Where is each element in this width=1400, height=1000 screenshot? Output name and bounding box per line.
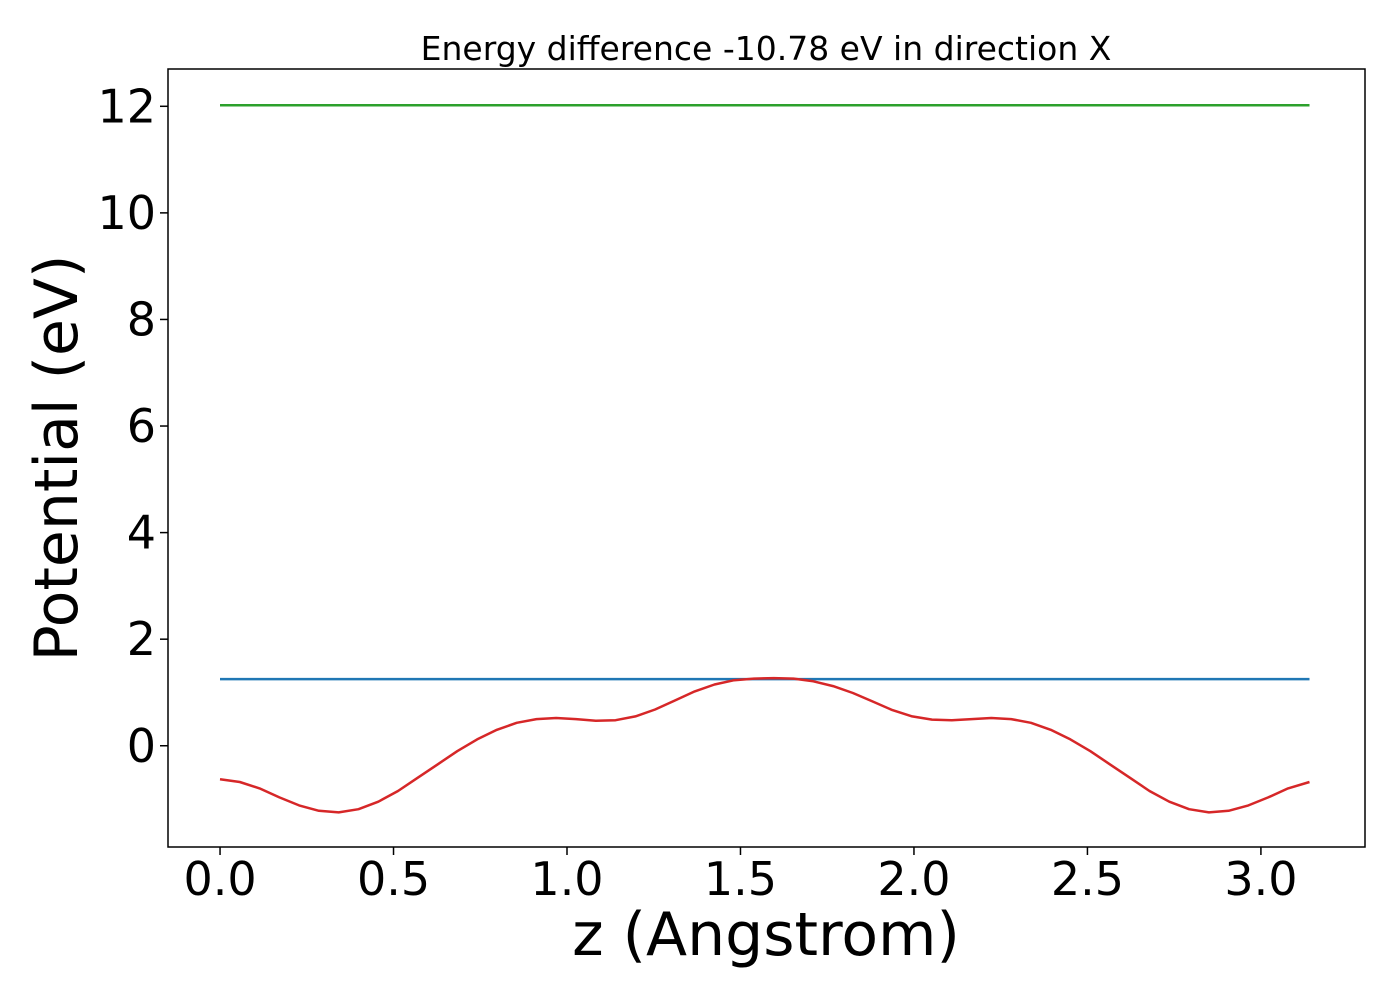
y-axis-label: Potential (eV) (22, 255, 92, 662)
y-tick-label: 0 (127, 719, 156, 773)
x-tick-label: 3.0 (1224, 852, 1297, 906)
y-tick-label: 4 (127, 506, 156, 560)
plot-lines (219, 103, 1310, 814)
x-tick-label: 1.5 (704, 852, 777, 906)
y-tick-label: 6 (127, 399, 156, 453)
x-tick-label: 2.0 (877, 852, 950, 906)
x-tick-label: 1.0 (530, 852, 603, 906)
y-tick-label: 2 (127, 612, 156, 666)
x-tick-label: 0.0 (183, 852, 256, 906)
y-tick-label: 8 (127, 292, 156, 346)
y-axis-ticks: 0 2 4 6 8 10 12 (97, 79, 168, 773)
x-axis-label: z (Angstrom) (572, 900, 960, 970)
chart-title: Energy difference -10.78 eV in direction… (421, 29, 1112, 68)
series-line-potential (219, 676, 1310, 814)
x-axis-ticks: 0.0 0.5 1.0 1.5 2.0 2.5 3.0 (183, 847, 1297, 906)
plot-frame (167, 68, 1366, 848)
x-tick-label: 2.5 (1051, 852, 1124, 906)
x-tick-label: 0.5 (357, 852, 430, 906)
y-tick-label: 12 (97, 79, 156, 133)
y-tick-label: 10 (97, 186, 156, 240)
